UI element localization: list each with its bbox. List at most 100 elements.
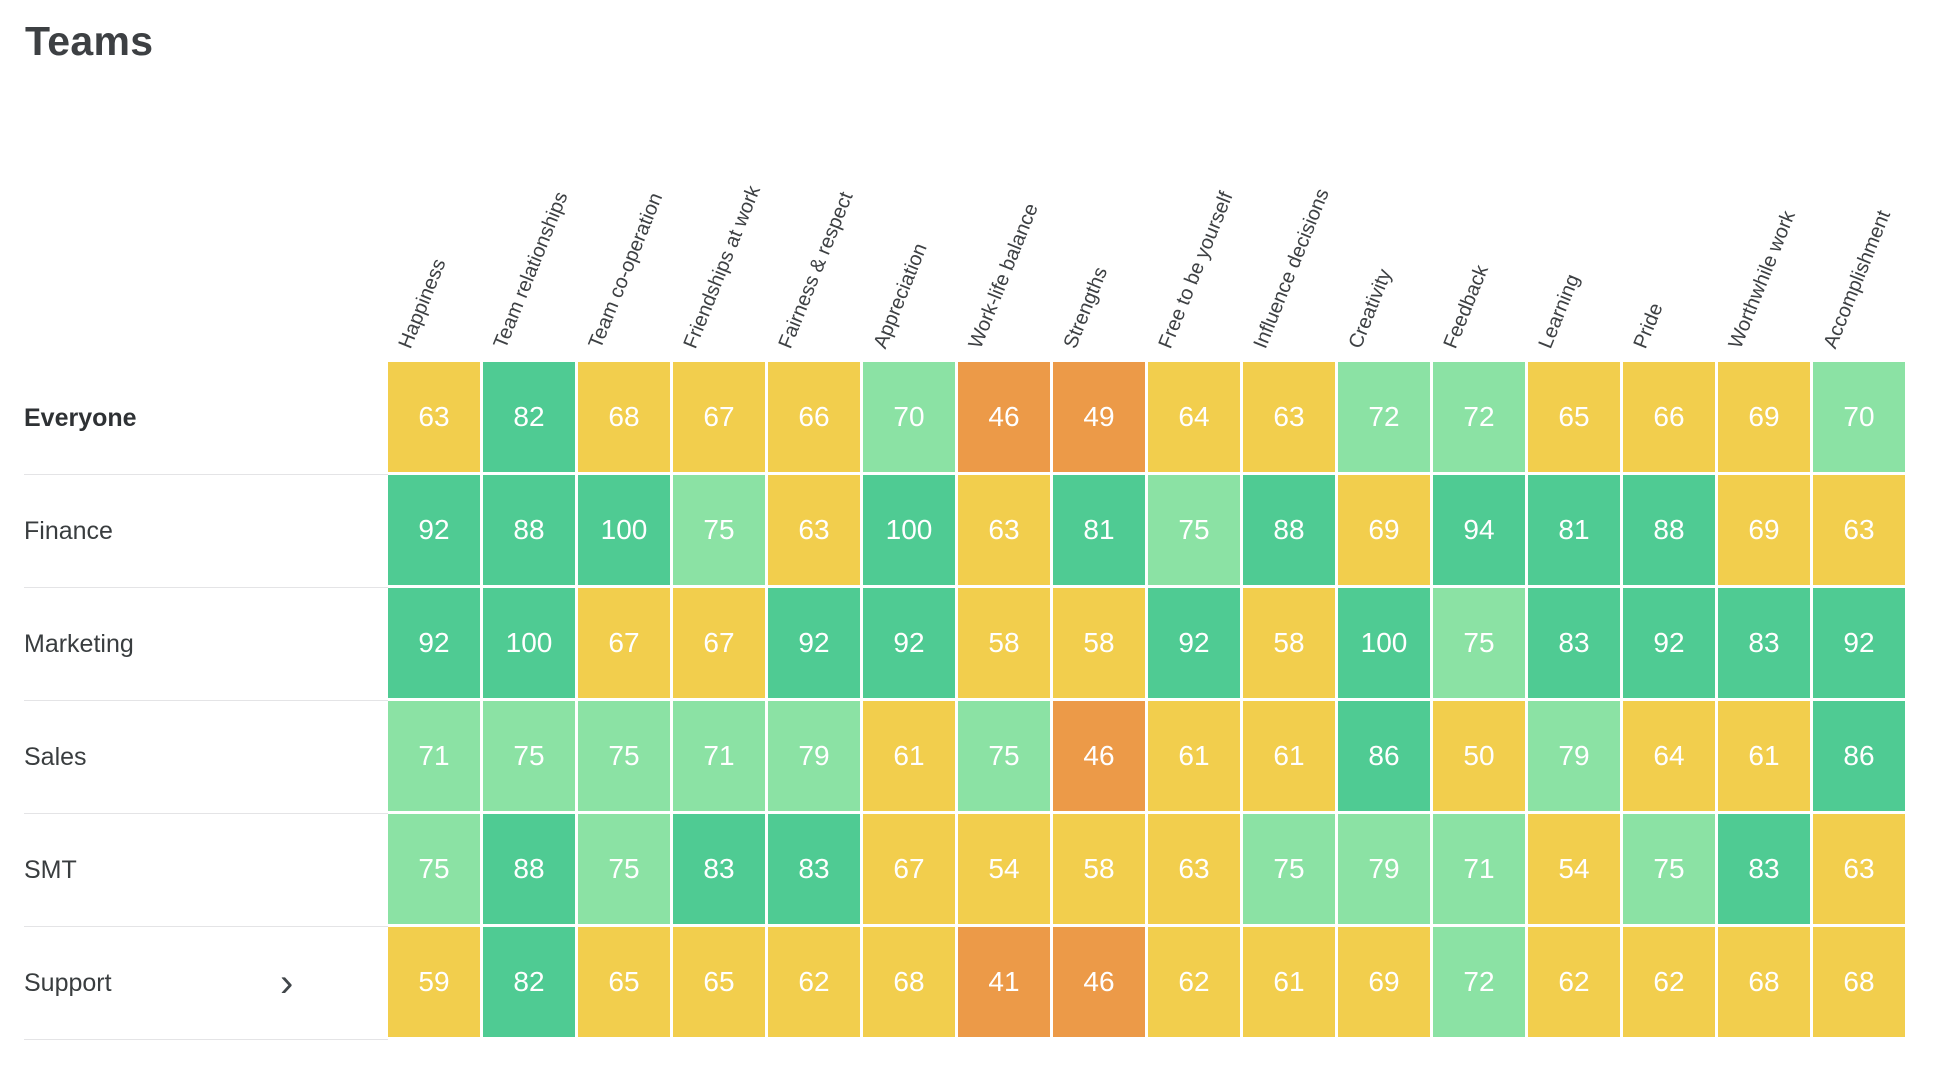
cell-sales-worthwhile-work[interactable]: 61 <box>1718 701 1810 811</box>
cell-everyone-strengths[interactable]: 49 <box>1053 362 1145 472</box>
cell-smt-happiness[interactable]: 75 <box>388 814 480 924</box>
cell-smt-learning[interactable]: 54 <box>1528 814 1620 924</box>
cell-support-fairness-respect[interactable]: 62 <box>768 927 860 1037</box>
cell-support-worthwhile-work[interactable]: 68 <box>1718 927 1810 1037</box>
cell-smt-influence-decisions[interactable]: 75 <box>1243 814 1335 924</box>
column-header-learning[interactable]: Learning <box>1534 271 1585 352</box>
cell-marketing-strengths[interactable]: 58 <box>1053 588 1145 698</box>
column-header-accomplishment[interactable]: Accomplishment <box>1819 207 1896 352</box>
cell-support-free-to-be-yourself[interactable]: 62 <box>1148 927 1240 1037</box>
cell-finance-pride[interactable]: 88 <box>1623 475 1715 585</box>
cell-finance-strengths[interactable]: 81 <box>1053 475 1145 585</box>
cell-support-appreciation[interactable]: 68 <box>863 927 955 1037</box>
cell-everyone-accomplishment[interactable]: 70 <box>1813 362 1905 472</box>
cell-finance-appreciation[interactable]: 100 <box>863 475 955 585</box>
cell-smt-accomplishment[interactable]: 63 <box>1813 814 1905 924</box>
column-header-fairness-respect[interactable]: Fairness & respect <box>774 188 858 352</box>
row-label-marketing[interactable]: Marketing <box>24 588 388 701</box>
cell-everyone-feedback[interactable]: 72 <box>1433 362 1525 472</box>
cell-finance-fairness-respect[interactable]: 63 <box>768 475 860 585</box>
column-header-worthwhile-work[interactable]: Worthwhile work <box>1724 207 1800 352</box>
cell-sales-learning[interactable]: 79 <box>1528 701 1620 811</box>
cell-support-feedback[interactable]: 72 <box>1433 927 1525 1037</box>
cell-everyone-team-relationships[interactable]: 82 <box>483 362 575 472</box>
cell-sales-strengths[interactable]: 46 <box>1053 701 1145 811</box>
cell-marketing-accomplishment[interactable]: 92 <box>1813 588 1905 698</box>
column-header-feedback[interactable]: Feedback <box>1439 261 1493 352</box>
cell-finance-learning[interactable]: 81 <box>1528 475 1620 585</box>
cell-sales-appreciation[interactable]: 61 <box>863 701 955 811</box>
cell-sales-team-co-operation[interactable]: 75 <box>578 701 670 811</box>
cell-sales-happiness[interactable]: 71 <box>388 701 480 811</box>
cell-smt-feedback[interactable]: 71 <box>1433 814 1525 924</box>
column-header-friendships-at-work[interactable]: Friendships at work <box>679 182 766 352</box>
cell-support-team-co-operation[interactable]: 65 <box>578 927 670 1037</box>
cell-everyone-happiness[interactable]: 63 <box>388 362 480 472</box>
cell-support-accomplishment[interactable]: 68 <box>1813 927 1905 1037</box>
cell-smt-work-life-balance[interactable]: 54 <box>958 814 1050 924</box>
cell-smt-free-to-be-yourself[interactable]: 63 <box>1148 814 1240 924</box>
column-header-appreciation[interactable]: Appreciation <box>869 240 932 352</box>
row-label-everyone[interactable]: Everyone <box>24 362 388 475</box>
cell-everyone-work-life-balance[interactable]: 46 <box>958 362 1050 472</box>
cell-everyone-creativity[interactable]: 72 <box>1338 362 1430 472</box>
cell-marketing-happiness[interactable]: 92 <box>388 588 480 698</box>
cell-support-work-life-balance[interactable]: 41 <box>958 927 1050 1037</box>
cell-support-creativity[interactable]: 69 <box>1338 927 1430 1037</box>
cell-support-team-relationships[interactable]: 82 <box>483 927 575 1037</box>
column-header-free-to-be-yourself[interactable]: Free to be yourself <box>1154 188 1238 352</box>
cell-smt-team-co-operation[interactable]: 75 <box>578 814 670 924</box>
cell-sales-feedback[interactable]: 50 <box>1433 701 1525 811</box>
cell-finance-friendships-at-work[interactable]: 75 <box>673 475 765 585</box>
cell-marketing-worthwhile-work[interactable]: 83 <box>1718 588 1810 698</box>
cell-marketing-creativity[interactable]: 100 <box>1338 588 1430 698</box>
cell-marketing-appreciation[interactable]: 92 <box>863 588 955 698</box>
cell-smt-strengths[interactable]: 58 <box>1053 814 1145 924</box>
cell-sales-work-life-balance[interactable]: 75 <box>958 701 1050 811</box>
cell-marketing-team-co-operation[interactable]: 67 <box>578 588 670 698</box>
cell-everyone-learning[interactable]: 65 <box>1528 362 1620 472</box>
cell-sales-fairness-respect[interactable]: 79 <box>768 701 860 811</box>
cell-support-learning[interactable]: 62 <box>1528 927 1620 1037</box>
cell-everyone-pride[interactable]: 66 <box>1623 362 1715 472</box>
chevron-right-icon[interactable]: › <box>280 961 294 1005</box>
cell-smt-friendships-at-work[interactable]: 83 <box>673 814 765 924</box>
cell-sales-pride[interactable]: 64 <box>1623 701 1715 811</box>
row-label-smt[interactable]: SMT <box>24 814 388 927</box>
cell-finance-team-co-operation[interactable]: 100 <box>578 475 670 585</box>
row-label-finance[interactable]: Finance <box>24 475 388 588</box>
column-header-pride[interactable]: Pride <box>1629 300 1668 352</box>
cell-finance-worthwhile-work[interactable]: 69 <box>1718 475 1810 585</box>
cell-support-pride[interactable]: 62 <box>1623 927 1715 1037</box>
cell-everyone-influence-decisions[interactable]: 63 <box>1243 362 1335 472</box>
cell-everyone-free-to-be-yourself[interactable]: 64 <box>1148 362 1240 472</box>
cell-sales-team-relationships[interactable]: 75 <box>483 701 575 811</box>
column-header-creativity[interactable]: Creativity <box>1344 266 1397 352</box>
cell-finance-work-life-balance[interactable]: 63 <box>958 475 1050 585</box>
cell-sales-accomplishment[interactable]: 86 <box>1813 701 1905 811</box>
cell-smt-fairness-respect[interactable]: 83 <box>768 814 860 924</box>
cell-everyone-fairness-respect[interactable]: 66 <box>768 362 860 472</box>
row-label-sales[interactable]: Sales <box>24 701 388 814</box>
cell-finance-influence-decisions[interactable]: 88 <box>1243 475 1335 585</box>
cell-smt-creativity[interactable]: 79 <box>1338 814 1430 924</box>
cell-support-happiness[interactable]: 59 <box>388 927 480 1037</box>
column-header-influence-decisions[interactable]: Influence decisions <box>1249 185 1334 352</box>
cell-marketing-work-life-balance[interactable]: 58 <box>958 588 1050 698</box>
cell-marketing-feedback[interactable]: 75 <box>1433 588 1525 698</box>
row-label-support[interactable]: Support › <box>24 927 388 1040</box>
cell-marketing-influence-decisions[interactable]: 58 <box>1243 588 1335 698</box>
cell-everyone-appreciation[interactable]: 70 <box>863 362 955 472</box>
cell-finance-feedback[interactable]: 94 <box>1433 475 1525 585</box>
column-header-work-life-balance[interactable]: Work-life balance <box>964 200 1043 352</box>
cell-finance-accomplishment[interactable]: 63 <box>1813 475 1905 585</box>
cell-sales-influence-decisions[interactable]: 61 <box>1243 701 1335 811</box>
cell-support-influence-decisions[interactable]: 61 <box>1243 927 1335 1037</box>
cell-smt-appreciation[interactable]: 67 <box>863 814 955 924</box>
cell-marketing-friendships-at-work[interactable]: 67 <box>673 588 765 698</box>
cell-sales-friendships-at-work[interactable]: 71 <box>673 701 765 811</box>
cell-smt-team-relationships[interactable]: 88 <box>483 814 575 924</box>
cell-support-strengths[interactable]: 46 <box>1053 927 1145 1037</box>
cell-everyone-friendships-at-work[interactable]: 67 <box>673 362 765 472</box>
cell-marketing-free-to-be-yourself[interactable]: 92 <box>1148 588 1240 698</box>
